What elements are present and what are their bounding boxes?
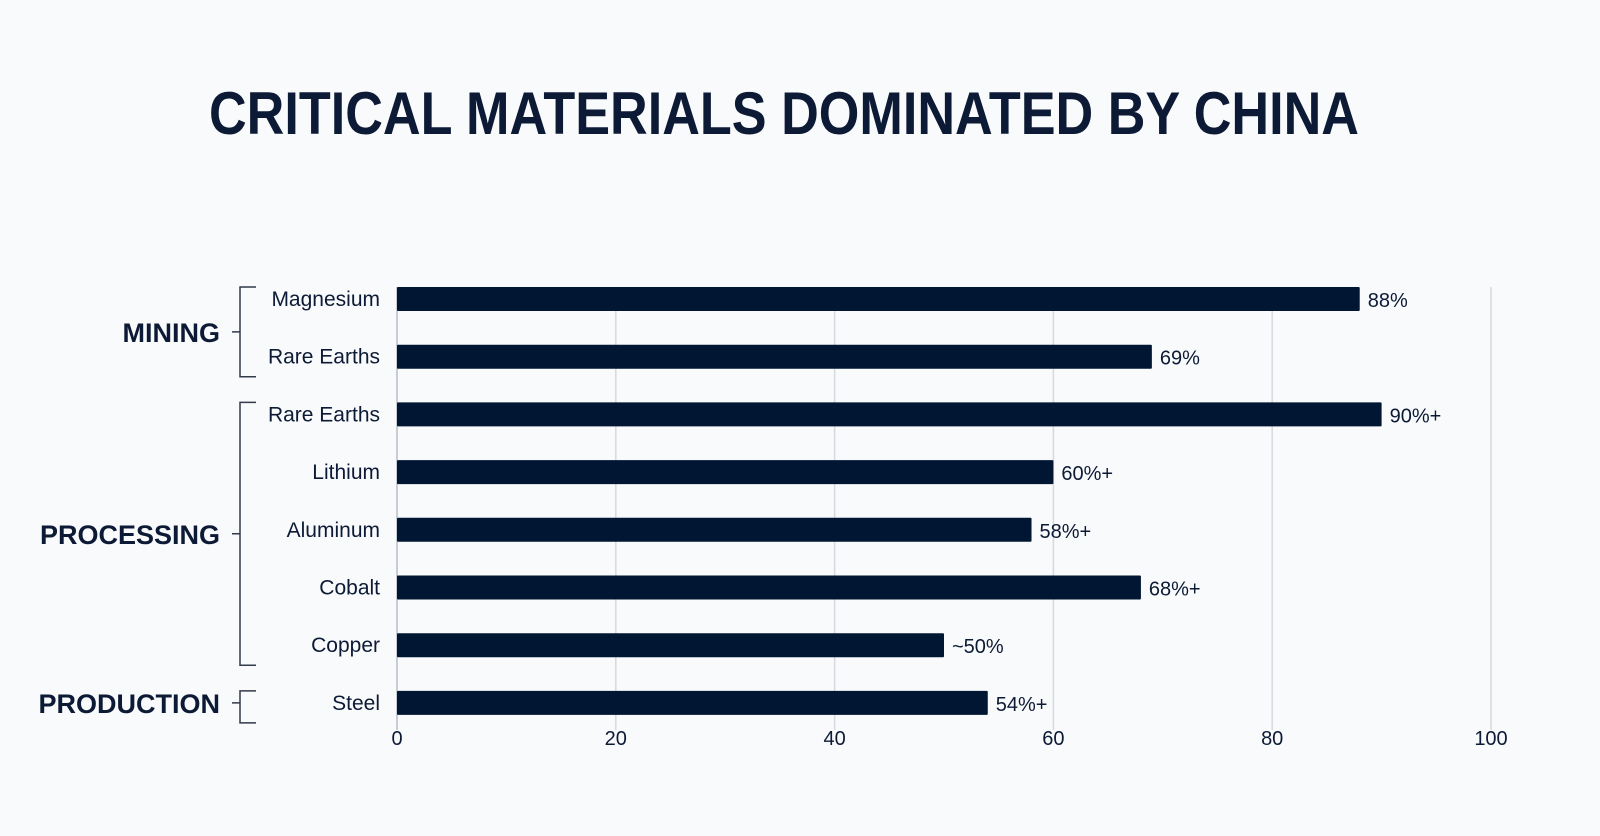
data-label: 54%+ (996, 694, 1048, 716)
group-bracket (232, 286, 256, 378)
bar-steel (397, 690, 988, 715)
category-label: Rare Earths (268, 346, 380, 369)
group-bracket (232, 401, 256, 666)
category-label: Cobalt (319, 577, 380, 600)
bar-magnesium (397, 287, 1360, 311)
data-label: 69% (1160, 348, 1200, 370)
bar-cobalt (397, 575, 1141, 600)
category-label: Aluminum (287, 519, 380, 542)
group-bracket (232, 690, 256, 724)
x-tick-label: 0 (391, 728, 402, 750)
x-tick-label: 60 (1042, 728, 1064, 750)
bar-lithium (397, 460, 1054, 485)
category-label: Rare Earths (268, 403, 380, 426)
data-label: 68%+ (1149, 579, 1201, 601)
group-label-production: PRODUCTION (39, 689, 221, 719)
bar-rare-earths (397, 402, 1382, 427)
data-label: ~50% (952, 636, 1004, 658)
x-tick-label: 80 (1261, 728, 1283, 750)
category-label: Lithium (312, 461, 380, 484)
category-label: Magnesium (271, 288, 380, 311)
x-tick-label: 20 (605, 728, 627, 750)
data-label: 60%+ (1061, 463, 1113, 485)
bar-copper (397, 633, 944, 658)
category-label: Steel (332, 692, 380, 715)
category-label: Copper (311, 634, 380, 657)
bar-aluminum (397, 517, 1032, 542)
x-tick-label: 100 (1474, 728, 1507, 750)
chart-title: CRITICAL MATERIALS DOMINATED BY CHINA (209, 80, 1359, 147)
data-label: 90%+ (1390, 405, 1442, 427)
group-label-processing: PROCESSING (40, 520, 220, 550)
group-label-mining: MINING (123, 318, 221, 348)
bar-rare-earths (397, 344, 1152, 369)
data-label: 88% (1368, 290, 1408, 312)
x-tick-label: 40 (823, 728, 845, 750)
data-label: 58%+ (1040, 521, 1092, 543)
